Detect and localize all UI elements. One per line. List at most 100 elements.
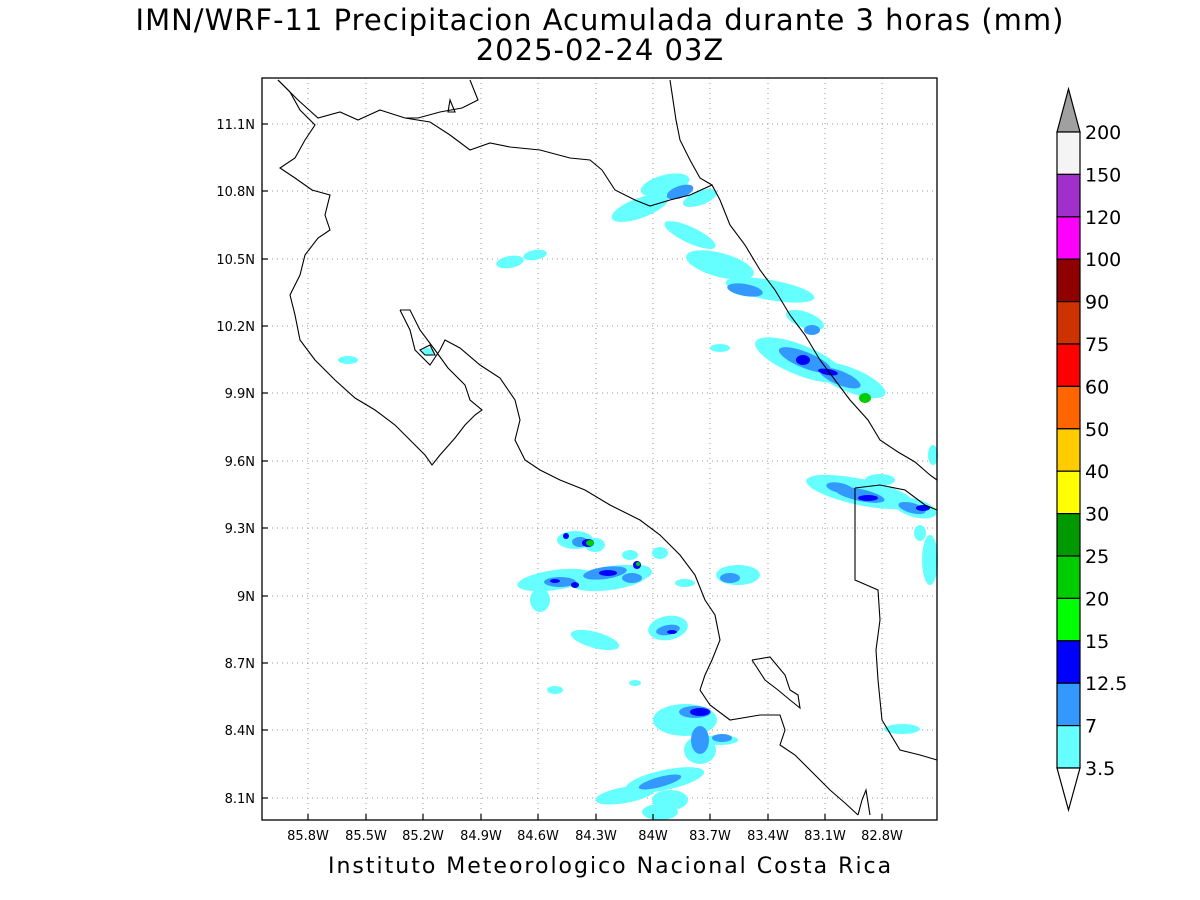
precip-cell xyxy=(884,724,920,734)
colorbar-over-triangle xyxy=(1056,86,1081,133)
precip-cell xyxy=(686,250,754,280)
precip-cell xyxy=(720,573,740,583)
lat-tick-label: 10.8N xyxy=(216,185,255,200)
precip-cell xyxy=(796,355,810,365)
precipitation-field xyxy=(338,173,938,820)
precip-cell xyxy=(725,277,815,303)
osa-peninsula xyxy=(751,656,801,710)
lat-tick-label: 9.3N xyxy=(225,522,255,537)
colorbar-level-label: 7 xyxy=(1085,716,1097,738)
precip-cell xyxy=(690,708,710,716)
colorbar-swatch xyxy=(1056,385,1081,430)
precip-cell xyxy=(727,283,763,297)
precip-cell xyxy=(530,588,550,612)
colorbar-level-label: 40 xyxy=(1085,461,1109,483)
lat-tick-label: 11.1N xyxy=(216,118,255,133)
precip-cell xyxy=(675,579,695,587)
precip-cell xyxy=(804,325,820,335)
precip-cell xyxy=(818,368,838,376)
lat-tick-label: 9.6N xyxy=(225,455,255,470)
colorbar-level-label: 25 xyxy=(1085,546,1109,568)
colorbar-swatch xyxy=(1056,597,1081,642)
precip-cell xyxy=(422,348,434,356)
colorbar-level-label: 50 xyxy=(1085,419,1109,441)
colorbar-swatch xyxy=(1056,724,1081,769)
lon-tick-label: 85.5W xyxy=(345,829,387,844)
precip-cell xyxy=(712,734,732,742)
colorbar-swatch xyxy=(1056,173,1081,218)
lake-nicaragua-shore xyxy=(405,79,479,119)
lon-tick-label: 84.3W xyxy=(575,829,617,844)
lon-tick-label: 83.7W xyxy=(689,829,731,844)
colorbar-level-label: 90 xyxy=(1085,292,1109,314)
precip-cell xyxy=(826,482,854,494)
colorbar-level-label: 75 xyxy=(1085,334,1109,356)
precip-cell xyxy=(622,550,638,560)
graticule-grid xyxy=(262,78,937,820)
colorbar-swatch xyxy=(1056,428,1081,472)
precip-cell xyxy=(595,785,655,805)
precip-cell xyxy=(599,570,617,576)
colorbar-under-triangle xyxy=(1056,767,1081,813)
map-title: IMN/WRF-11 Precipitacion Acumulada duran… xyxy=(135,3,1065,37)
lon-tick-label: 84.6W xyxy=(517,829,559,844)
caribbean-coast xyxy=(601,169,938,481)
lat-tick-label: 8.7N xyxy=(225,657,255,672)
precip-cell xyxy=(786,309,824,331)
precip-cell xyxy=(652,547,668,559)
colorbar: 200 150 120 100 90 75 60 50 40 30 25 20 15 12.5 7 3.5 xyxy=(1056,86,1127,813)
colorbar-level-label: 60 xyxy=(1085,376,1109,398)
lon-tick-label: 85.2W xyxy=(402,829,444,844)
map-date: 2025-02-24 03Z xyxy=(475,33,725,67)
precip-cell xyxy=(898,501,926,515)
precip-cell xyxy=(611,194,669,222)
colorbar-level-label: 30 xyxy=(1085,504,1109,526)
colorbar-level-label: 15 xyxy=(1085,631,1109,653)
colorbar-level-label: 150 xyxy=(1085,164,1121,186)
precip-cell xyxy=(622,573,642,583)
precip-cell xyxy=(710,344,730,352)
precip-cell xyxy=(691,726,709,754)
colorbar-swatch xyxy=(1056,343,1081,388)
lat-tick-label: 9N xyxy=(237,590,255,605)
precip-cell xyxy=(682,188,718,208)
lake-arenal-islet xyxy=(447,98,456,113)
lon-tick-label: 85.8W xyxy=(287,829,329,844)
precip-cell xyxy=(629,680,641,686)
nicaragua-border xyxy=(277,79,603,171)
precip-cell xyxy=(666,184,694,200)
colorbar-swatch xyxy=(1056,555,1081,600)
nicoya-islet xyxy=(419,344,436,356)
precip-cell xyxy=(865,474,895,486)
colorbar-level-label: 200 xyxy=(1085,122,1121,144)
pacific-coast-guanacaste xyxy=(277,79,483,466)
colorbar-swatch xyxy=(1056,640,1081,684)
precip-cell xyxy=(858,495,878,501)
colorbar-level-label: 100 xyxy=(1085,249,1121,271)
lon-tick-label: 82.8W xyxy=(861,829,903,844)
gulf-of-nicoya xyxy=(399,309,859,816)
colorbar-swatch xyxy=(1056,131,1081,176)
precip-cell xyxy=(667,630,677,634)
precip-cell xyxy=(550,579,560,583)
precip-cell xyxy=(664,221,716,249)
lat-tick-label: 8.1N xyxy=(225,792,255,807)
colorbar-level-label: 20 xyxy=(1085,588,1109,610)
coastlines xyxy=(277,79,938,816)
precip-cell xyxy=(563,533,569,539)
lat-tick-label: 9.9N xyxy=(225,387,255,402)
precip-cell xyxy=(642,804,678,820)
lon-tick-label: 84W xyxy=(638,829,668,844)
lat-tick-label: 8.4N xyxy=(225,724,255,739)
precip-cell xyxy=(922,535,938,585)
colorbar-swatch xyxy=(1056,470,1081,515)
colorbar-level-label: 120 xyxy=(1085,207,1121,229)
lon-tick-label: 83.4W xyxy=(747,829,789,844)
panama-border xyxy=(854,484,938,761)
colorbar-swatch xyxy=(1056,216,1081,260)
precip-cell xyxy=(914,525,926,541)
lon-tick-label: 83.1W xyxy=(804,829,846,844)
precip-cell xyxy=(586,540,594,546)
colorbar-level-label: 12.5 xyxy=(1085,673,1127,695)
